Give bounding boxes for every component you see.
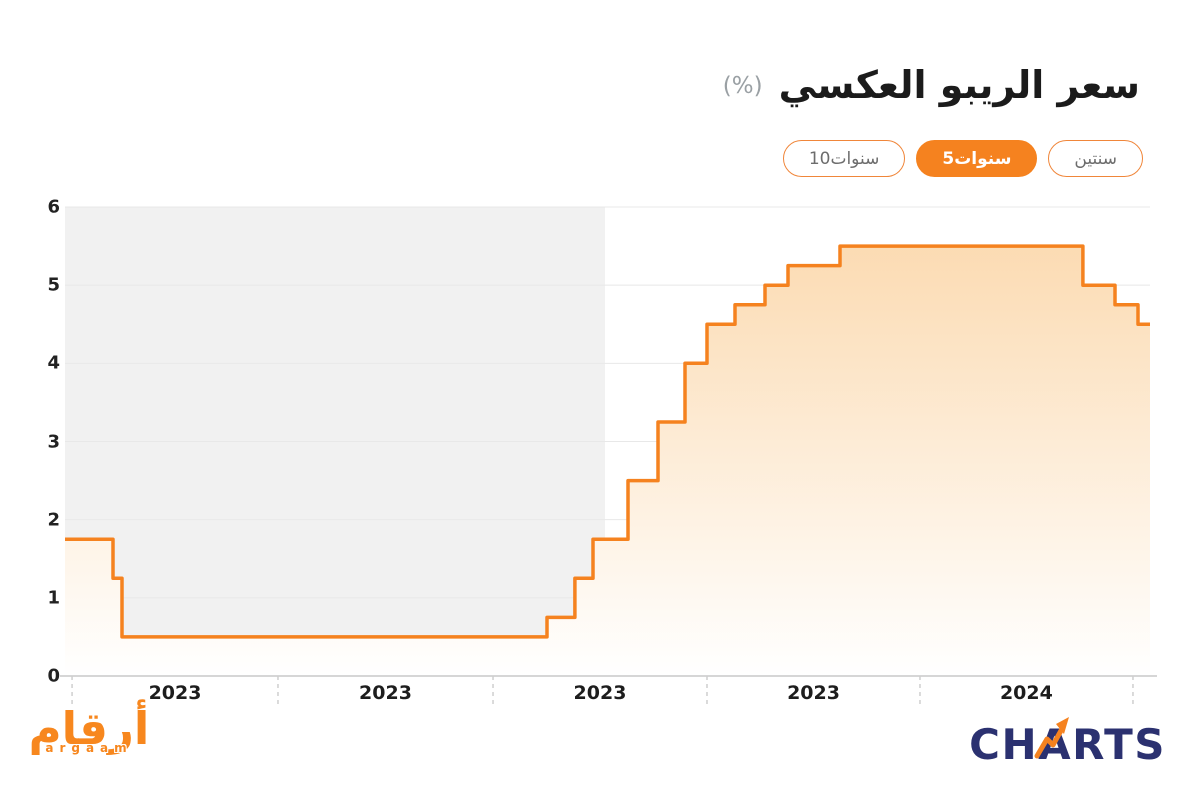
period-selector: سنتين 5سنوات 10سنوات — [782, 140, 1143, 177]
period-button-10-years[interactable]: 10سنوات — [782, 140, 906, 177]
x-axis-label: 2023 — [359, 682, 412, 704]
charts-logo-a: A — [1034, 717, 1072, 766]
x-axis-labels: 2023 2023 2023 2023 2024 — [65, 682, 1150, 708]
plot-area[interactable] — [60, 206, 1157, 704]
x-axis-label: 2023 — [573, 682, 627, 704]
x-axis-label: 2023 — [148, 682, 202, 704]
charts-logo-ch: CH — [969, 720, 1039, 769]
unit-label: (%) — [722, 72, 763, 99]
y-axis-label: 3 — [47, 431, 60, 452]
y-axis-label: 5 — [47, 274, 60, 296]
argaam-logo-arabic-text: أرقام — [28, 702, 150, 755]
trend-arrow-icon — [1034, 717, 1070, 759]
area-fill-path — [65, 246, 1150, 676]
y-axis-label: 4 — [47, 352, 60, 374]
period-button-5-years[interactable]: 5سنوات — [916, 140, 1038, 177]
y-axis-label: 0 — [47, 665, 60, 687]
charts-logo-rts: RTS — [1072, 720, 1166, 769]
step-line-path — [65, 244, 1150, 639]
chart-svg[interactable] — [60, 206, 1157, 712]
y-axis-label: 6 — [47, 196, 60, 218]
y-axis-label: 1 — [47, 587, 60, 609]
argaam-logo: أرقام argaam — [24, 704, 154, 755]
chart-header: سعر الريبو العكسي (%) — [722, 63, 1141, 108]
charts-logo: CH A RTS — [969, 717, 1166, 769]
argaam-logo-latin-text: argaam — [45, 740, 133, 755]
period-button-2-years[interactable]: سنتين — [1048, 140, 1143, 177]
x-axis-label: 2024 — [999, 682, 1053, 704]
y-axis-label: 2 — [47, 509, 60, 531]
page-title: سعر الريبو العكسي — [778, 63, 1141, 107]
y-axis-labels: 6 5 4 3 2 1 0 — [28, 197, 60, 687]
x-axis-label: 2023 — [787, 682, 840, 704]
